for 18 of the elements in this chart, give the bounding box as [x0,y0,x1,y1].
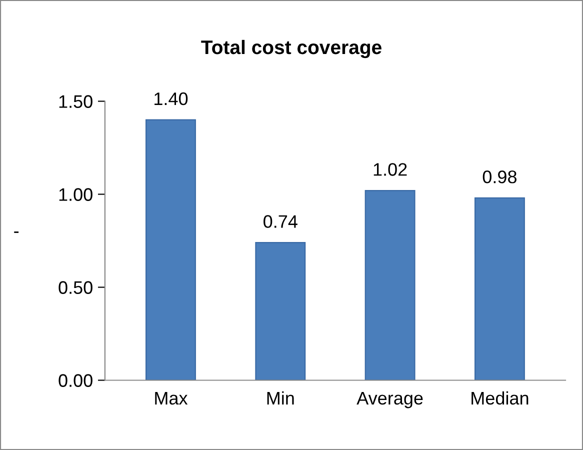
y-tick-label: 1.50 [59,95,92,108]
x-tick-label: Max [155,392,188,405]
data-label: 1.02 [374,163,407,176]
y-tick-label: 1.00 [59,188,92,201]
y-axis-title: - [14,232,19,233]
data-label: 1.40 [154,92,188,106]
bar [146,119,196,380]
data-label: 0.74 [264,215,298,228]
x-tick-label: Min [267,391,294,404]
chart-title: Total cost coverage [201,40,382,58]
bar [364,190,416,380]
bar [474,197,525,380]
x-tick-label: Median [472,391,528,405]
x-tick-label: Average [356,392,423,408]
bar [255,242,306,380]
y-tick-label: 0.50 [58,281,92,294]
data-label: 0.98 [482,170,516,184]
y-tick-label: 0.00 [58,374,92,387]
